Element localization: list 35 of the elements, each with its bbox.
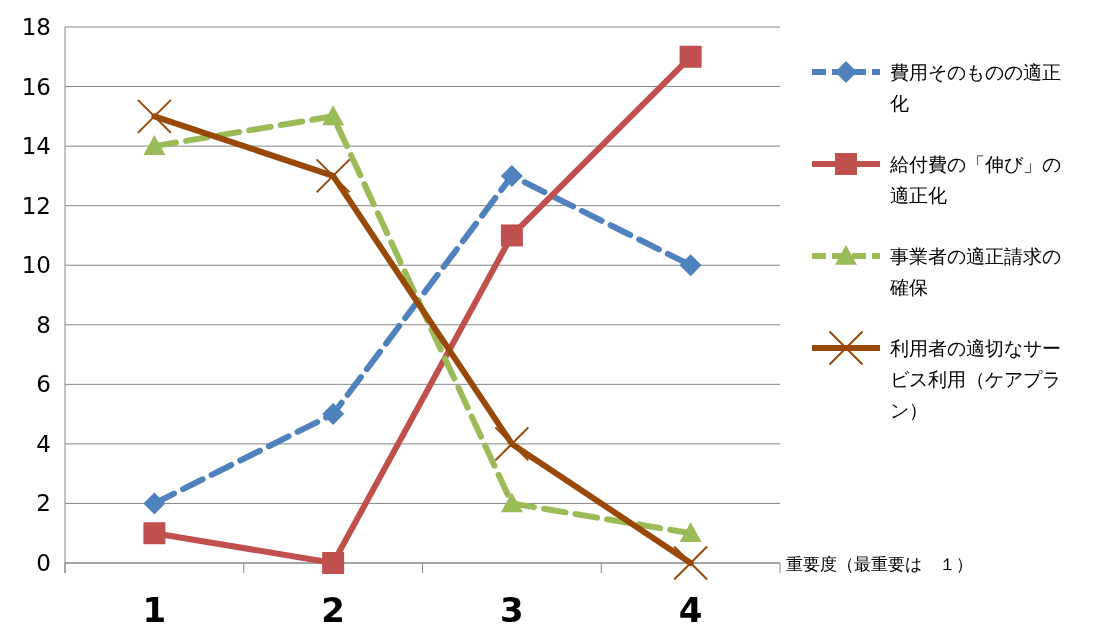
y-tick-label: 14 xyxy=(21,133,51,160)
y-tick-label: 16 xyxy=(21,73,51,100)
y-tick-label: 12 xyxy=(21,192,51,219)
point xyxy=(322,105,345,126)
y-tick-label: 6 xyxy=(36,371,51,398)
point xyxy=(322,552,345,574)
legend-label: 事業者の適正請求の確保 xyxy=(889,245,1061,298)
legend-label: 利用者の適切なサービス利用（ケアプラン） xyxy=(890,337,1061,421)
point xyxy=(143,492,166,515)
point xyxy=(500,492,523,513)
point xyxy=(500,164,523,187)
point xyxy=(679,45,702,68)
point xyxy=(143,522,166,545)
point xyxy=(500,224,523,247)
y-tick-label: 2 xyxy=(36,490,51,517)
x-tick-label: 2 xyxy=(321,590,345,630)
point xyxy=(679,254,702,277)
point xyxy=(494,426,530,462)
point xyxy=(673,545,709,581)
y-tick-label: 4 xyxy=(36,430,51,457)
legend-label: 給付費の「伸び」の適正化 xyxy=(889,153,1061,206)
y-tick-label: 18 xyxy=(21,14,51,40)
y-tick-label: 10 xyxy=(21,252,51,279)
point xyxy=(322,403,345,426)
y-tick-label: 8 xyxy=(36,311,51,338)
x-tick-label: 3 xyxy=(500,590,524,630)
legend-label: 費用そのものの適正化 xyxy=(890,61,1061,114)
point xyxy=(679,522,702,543)
point xyxy=(136,98,172,134)
x-tick-label: 1 xyxy=(142,590,167,630)
y-tick-label: 0 xyxy=(36,550,51,576)
point xyxy=(143,135,166,155)
x-tick-label: 4 xyxy=(678,590,703,630)
x-axis-title: 重要度（最重要は １） xyxy=(786,554,973,574)
point xyxy=(315,158,351,194)
